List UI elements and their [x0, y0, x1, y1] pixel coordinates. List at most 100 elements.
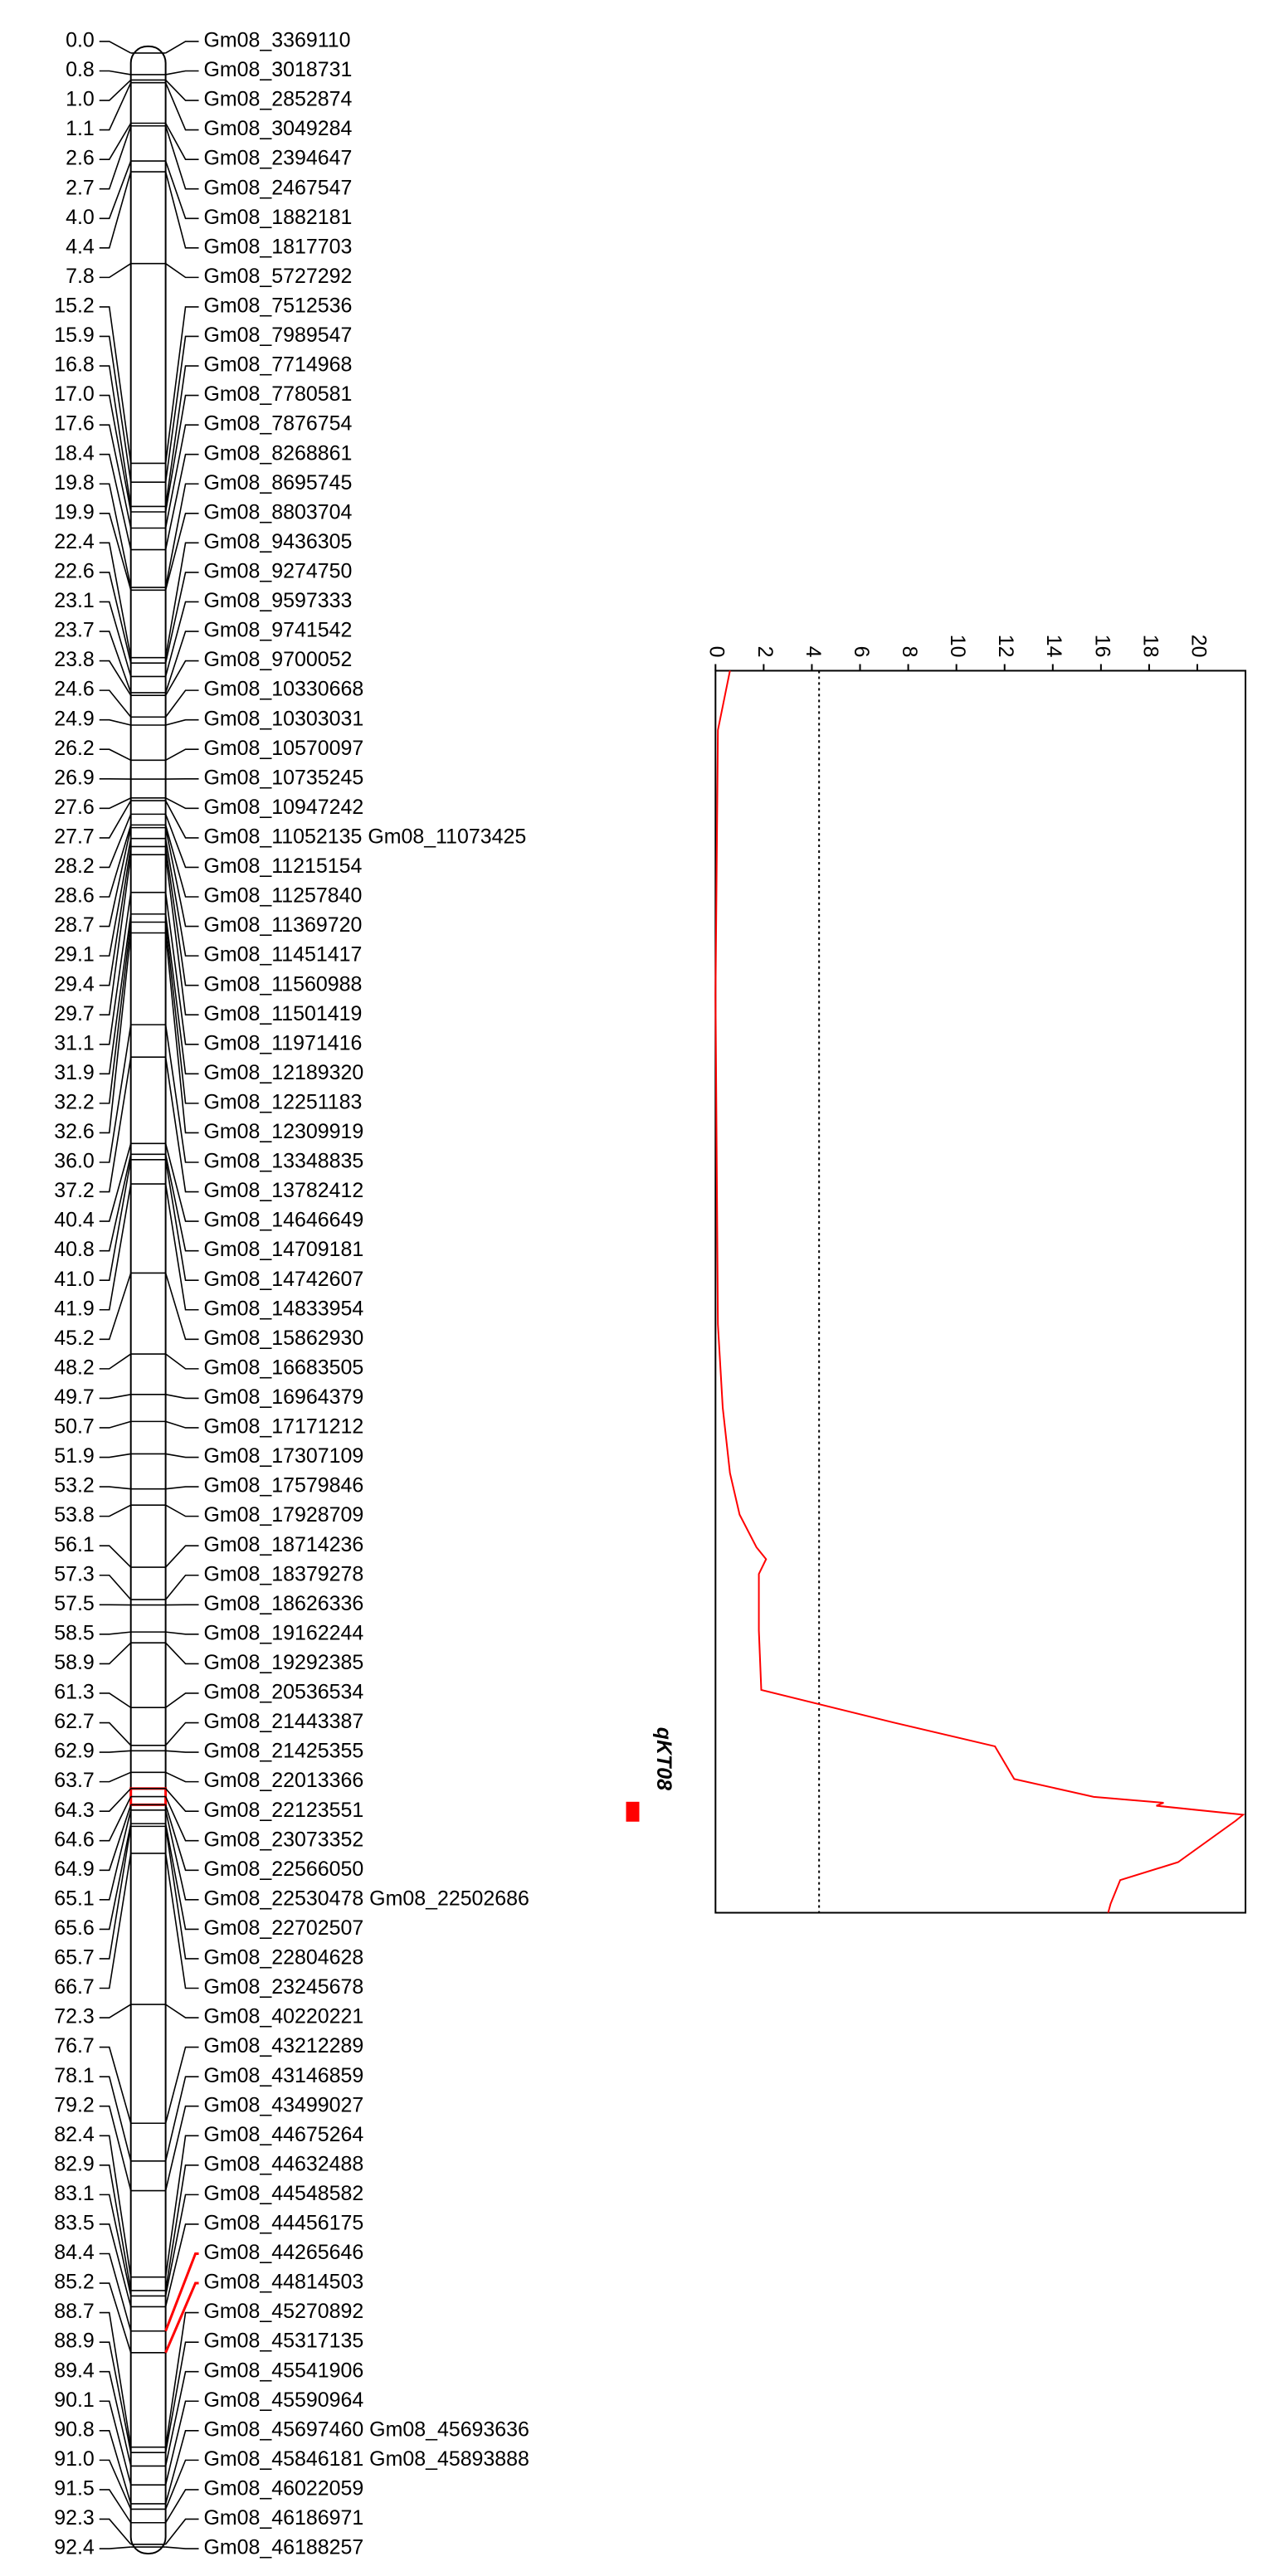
- marker-label: Gm08_19162244: [204, 1621, 364, 1644]
- right-connector: [164, 1273, 199, 1341]
- left-connector: [99, 660, 132, 696]
- left-connector: [99, 123, 132, 160]
- right-connector: [164, 335, 199, 483]
- right-connector: [164, 1796, 199, 1842]
- left-connector: [99, 572, 132, 664]
- left-connector: [99, 79, 132, 101]
- position-label: 65.7: [54, 1946, 95, 1970]
- left-connector: [99, 1143, 132, 1222]
- tick-label: 16: [1090, 635, 1114, 658]
- marker-label: Gm08_16964379: [204, 1385, 364, 1409]
- position-label: 4.4: [66, 235, 95, 258]
- marker-label: Gm08_45317135: [204, 2330, 364, 2353]
- position-label: 79.2: [54, 2093, 95, 2116]
- right-connector: [165, 1788, 199, 1812]
- position-label: 84.4: [54, 2241, 95, 2264]
- position-label: 27.7: [54, 825, 95, 848]
- position-label: 41.9: [54, 1297, 95, 1320]
- left-connector: [99, 394, 132, 513]
- position-label: 88.9: [54, 2330, 95, 2353]
- right-connector: [165, 1692, 199, 1708]
- position-label: 65.1: [54, 1887, 95, 1910]
- marker-label: Gm08_3369110: [204, 29, 351, 52]
- marker-label: Gm08_8268861: [204, 441, 353, 465]
- left-connector: [99, 1788, 132, 1812]
- left-connector: [99, 814, 132, 869]
- right-connector: [165, 1750, 199, 1753]
- left-connector: [99, 1394, 131, 1400]
- right-connector: [164, 365, 199, 507]
- position-label: 17.0: [54, 382, 95, 406]
- right-connector: [164, 1154, 199, 1252]
- position-label: 53.2: [54, 1474, 95, 1497]
- marker-label: Gm08_7512536: [204, 295, 353, 318]
- position-label: 82.9: [54, 2152, 95, 2175]
- position-label: 92.3: [54, 2506, 95, 2530]
- right-connector: [164, 453, 199, 550]
- right-connector: [165, 1642, 199, 1665]
- right-connector: [164, 2459, 199, 2510]
- marker-label: Gm08_9741542: [204, 619, 353, 642]
- position-label: 62.7: [54, 1710, 95, 1733]
- left-connector: [99, 913, 132, 1075]
- right-connector: [165, 1721, 199, 1746]
- position-label: 2.7: [66, 176, 95, 199]
- left-connector: [99, 1574, 132, 1600]
- position-label: 19.8: [54, 471, 95, 494]
- left-connector: [99, 838, 132, 957]
- right-connector: [164, 123, 199, 160]
- position-label: 2.6: [66, 147, 95, 170]
- position-label: 0.8: [66, 58, 95, 81]
- right-connector: [164, 306, 199, 464]
- position-label: 48.2: [54, 1356, 95, 1379]
- right-connector: [165, 1631, 199, 1635]
- position-label: 61.3: [54, 1681, 95, 1704]
- marker-label: Gm08_3049284: [204, 117, 353, 140]
- right-connector: [164, 513, 199, 591]
- left-connector: [99, 2459, 132, 2510]
- left-connector: [99, 2341, 132, 2453]
- right-connector: [164, 838, 199, 957]
- right-connector: [164, 827, 199, 928]
- position-label: 66.7: [54, 1975, 95, 1999]
- right-connector: [165, 2546, 199, 2549]
- right-connector: [164, 1143, 199, 1222]
- tick-label: 6: [850, 646, 873, 658]
- position-label: 45.2: [54, 1327, 95, 1350]
- right-connector: [164, 933, 199, 1134]
- left-connector: [99, 1826, 132, 1960]
- left-connector: [99, 1057, 132, 1193]
- position-label: 22.6: [54, 560, 95, 583]
- right-connector: [165, 1453, 199, 1458]
- marker-label: Gm08_10303031: [204, 707, 364, 730]
- right-connector: [164, 2370, 199, 2466]
- position-label: 41.0: [54, 1268, 95, 1291]
- marker-label: Gm08_12309919: [204, 1120, 364, 1143]
- left-connector: [99, 1504, 132, 1517]
- left-connector: [99, 1159, 132, 1282]
- marker-label: Gm08_9597333: [204, 589, 353, 612]
- left-connector: [99, 1853, 132, 1989]
- left-connector: [99, 2370, 132, 2466]
- left-connector: [99, 631, 132, 694]
- right-connector: [164, 2430, 199, 2505]
- position-label: 64.3: [54, 1799, 95, 1822]
- right-connector: [164, 601, 199, 677]
- marker-label: Gm08_40220221: [204, 2005, 364, 2028]
- left-connector: [99, 2282, 132, 2354]
- right-connector: [164, 542, 199, 658]
- marker-label: Gm08_14646649: [204, 1209, 364, 1232]
- right-connector: [164, 2311, 199, 2447]
- position-label: 15.2: [54, 295, 95, 318]
- right-connector: [165, 1353, 199, 1370]
- marker-label: Gm08_11971416: [204, 1031, 363, 1054]
- left-connector: [99, 2046, 132, 2124]
- left-connector: [99, 2105, 132, 2191]
- marker-label: Gm08_20536534: [204, 1681, 364, 1704]
- right-connector: [164, 394, 199, 513]
- position-label: 82.4: [54, 2123, 95, 2146]
- position-label: 32.6: [54, 1120, 95, 1143]
- marker-label: Gm08_8803704: [204, 500, 353, 523]
- position-label: 28.2: [54, 855, 95, 878]
